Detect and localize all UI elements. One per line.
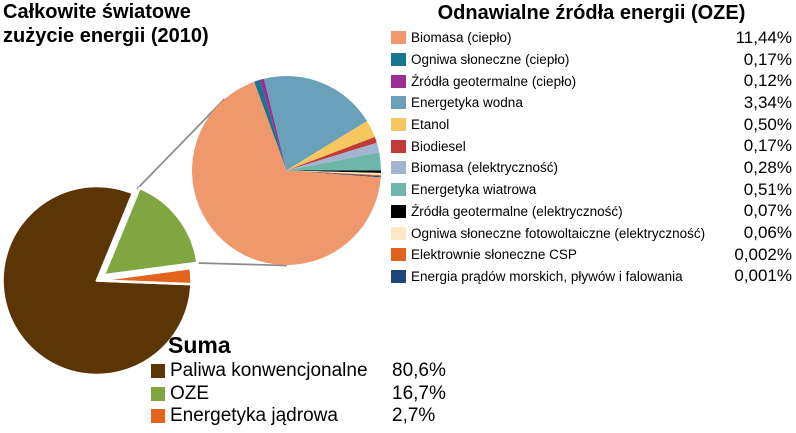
legend-item-etanol: Etanol 0,50% bbox=[391, 114, 792, 136]
oze-pie-slice-energetyka-wiatrowa bbox=[286, 152, 381, 171]
oze-pie-slice-zrod-a-geotermalne-ciep-o bbox=[259, 78, 287, 171]
color-swatch bbox=[391, 183, 406, 197]
suma-legend: Suma Paliwa konwencjonalne 80,6% OZE 16,7% E… bbox=[151, 332, 471, 427]
color-swatch bbox=[151, 408, 165, 423]
color-swatch bbox=[151, 386, 165, 401]
legend-item-ogniwa-s-oneczne-ciep-o: Ogniwa słoneczne (ciepło) 0,17% bbox=[391, 49, 792, 71]
oze-pie-slice-zrod-a-geotermalne-elektrycznosc bbox=[286, 170, 382, 173]
legend-item-zrod-a-geotermalne-elektrycznosc: Źródła geotermalne (elektryczność) 0,07% bbox=[391, 201, 792, 223]
oze-pie-slice-biomasa-elektrycznosc bbox=[286, 142, 380, 171]
legend-item-biomasa-elektrycznosc: Biomasa (elektryczność) 0,28% bbox=[391, 157, 792, 179]
legend-label: Źródła geotermalne (elektryczność) bbox=[411, 203, 623, 219]
legend-value: 80,6% bbox=[392, 360, 446, 382]
legend-value: 11,44% bbox=[735, 27, 792, 47]
legend-label: Etanol bbox=[411, 117, 450, 133]
legend-label: Biomasa (ciepło) bbox=[411, 30, 512, 46]
color-swatch bbox=[391, 53, 406, 67]
oze-pie-slice-biomasa-ciep-o bbox=[192, 81, 381, 266]
legend-label: Ogniwa słoneczne (ciepło) bbox=[411, 52, 570, 68]
suma-legend-title: Suma bbox=[168, 332, 231, 358]
legend-value: 0,06% bbox=[743, 223, 792, 243]
main-pie-slice-oze bbox=[102, 186, 199, 277]
legend-label: Ogniwa słoneczne fotowoltaiczne (elektry… bbox=[411, 225, 706, 241]
oze-legend: Odnawialne źródła energii (OZE) Biomasa … bbox=[391, 2, 792, 287]
legend-label: Biomasa (elektryczność) bbox=[411, 160, 559, 176]
legend-value: 0,17% bbox=[743, 136, 792, 156]
oze-pie-slice-elektrownie-s-oneczne-csp bbox=[286, 170, 381, 177]
legend-label: Biodiesel bbox=[411, 138, 466, 154]
zoom-connector-line bbox=[196, 262, 288, 267]
color-swatch bbox=[151, 364, 165, 379]
legend-value: 0,28% bbox=[743, 157, 792, 177]
legend-label: Elektrownie słoneczne CSP bbox=[411, 247, 577, 263]
legend-label: Energetyka jądrowa bbox=[170, 404, 338, 426]
legend-item-biomasa-ciep-o: Biomasa (ciepło) 11,44% bbox=[391, 27, 792, 49]
legend-label: Energia prądów morskich, pływów i falowa… bbox=[411, 268, 683, 284]
zoom-connector-line bbox=[136, 98, 226, 190]
legend-item-energetyka-wodna: Energetyka wodna 3,34% bbox=[391, 92, 792, 114]
legend-value: 16,7% bbox=[392, 382, 446, 404]
oze-pie-slice-ogniwa-s-oneczne-fotowoltaiczne-elektrycznosc bbox=[286, 170, 381, 176]
legend-value: 2,7% bbox=[392, 404, 436, 426]
color-swatch bbox=[391, 31, 406, 45]
legend-label: Energetyka wiatrowa bbox=[411, 182, 537, 198]
legend-item-energia-pradow-morskich-p-ywow-i-falowania: Energia prądów morskich, pływów i falowa… bbox=[391, 266, 792, 288]
legend-value: 0,50% bbox=[743, 114, 792, 134]
suma-legend-rows: Paliwa konwencjonalne 80,6% OZE 16,7% Energe… bbox=[151, 360, 471, 427]
oze-pie-slice-ogniwa-s-oneczne-ciep-o bbox=[254, 79, 287, 171]
oze-pie-slice-energia-pradow-morskich-p-ywow-i-falowania bbox=[286, 170, 381, 178]
legend-label: Energetyka wodna bbox=[411, 95, 523, 111]
color-swatch bbox=[391, 74, 406, 88]
color-swatch bbox=[391, 161, 406, 175]
legend-item-biodiesel: Biodiesel 0,17% bbox=[391, 135, 792, 157]
legend-item-zrod-a-geotermalne-ciep-o: Źródła geotermalne (ciepło) 0,12% bbox=[391, 70, 792, 92]
legend-value: 0,51% bbox=[743, 179, 792, 199]
oze-legend-title: Odnawialne źródła energii (OZE) bbox=[437, 2, 746, 24]
legend-item-energetyka-wiatrowa: Energetyka wiatrowa 0,51% bbox=[391, 179, 792, 201]
main-pie-slice-energetyka-jadrowa bbox=[95, 266, 193, 286]
legend-item-paliwa-konwencjonalne: Paliwa konwencjonalne 80,6% bbox=[151, 360, 471, 382]
legend-item-elektrownie-s-oneczne-csp: Elektrownie słoneczne CSP 0,002% bbox=[391, 244, 792, 266]
legend-value: 0,002% bbox=[734, 244, 792, 264]
color-swatch bbox=[391, 226, 406, 240]
oze-pie-slice-energetyka-wodna bbox=[264, 75, 368, 171]
color-swatch bbox=[391, 139, 406, 153]
legend-value: 0,07% bbox=[743, 201, 792, 221]
color-swatch bbox=[391, 269, 406, 283]
legend-label: Źródła geotermalne (ciepło) bbox=[411, 73, 577, 89]
legend-item-ogniwa-s-oneczne-fotowoltaiczne-elektrycznosc: Ogniwa słoneczne fotowoltaiczne (elektry… bbox=[391, 222, 792, 244]
legend-value: 3,34% bbox=[743, 92, 792, 112]
oze-pie-slice-biodiesel bbox=[286, 136, 377, 171]
oze-pie-slice-etanol bbox=[286, 121, 375, 171]
main-chart-title: Całkowite światowe zużycie energii (2010… bbox=[3, 1, 209, 47]
color-swatch bbox=[391, 118, 406, 132]
color-swatch bbox=[391, 96, 406, 110]
legend-value: 0,17% bbox=[743, 49, 792, 69]
color-swatch bbox=[391, 204, 406, 218]
color-swatch bbox=[391, 248, 406, 262]
legend-item-energetyka-jadrowa: Energetyka jądrowa 2,7% bbox=[151, 405, 471, 427]
legend-item-oze: OZE 16,7% bbox=[151, 382, 471, 404]
legend-value: 0,12% bbox=[743, 71, 792, 91]
legend-label: Paliwa konwencjonalne bbox=[170, 360, 368, 382]
oze-legend-rows: Biomasa (ciepło) 11,44% Ogniwa słoneczne (… bbox=[391, 27, 792, 287]
legend-label: OZE bbox=[170, 382, 210, 404]
legend-value: 0,001% bbox=[734, 266, 792, 286]
